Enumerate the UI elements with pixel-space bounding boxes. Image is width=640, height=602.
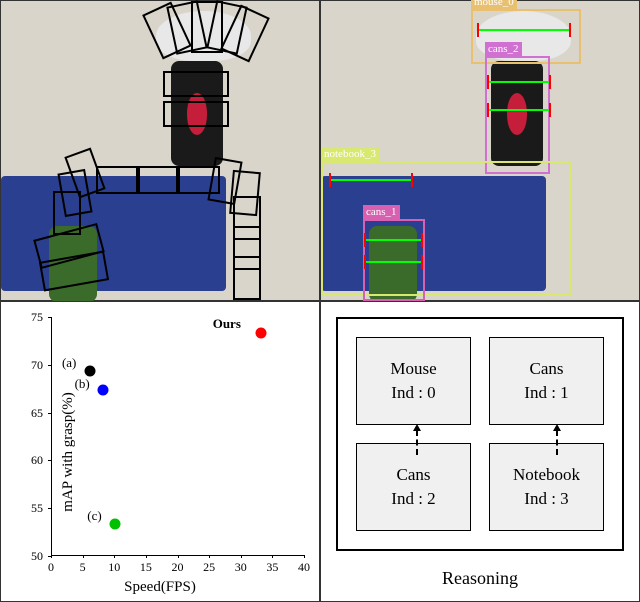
x-tick-mark [241, 555, 242, 558]
x-tick-mark [272, 555, 273, 558]
y-tick-mark [48, 413, 51, 414]
detection-box [363, 219, 425, 301]
figure-container: mouse_0cans_2notebook_3cans_1 mAP with g… [0, 0, 640, 602]
x-tick-mark [304, 555, 305, 558]
bottom-row: mAP with grasp(%) Speed(FPS) (a)(b)(c)Ou… [0, 301, 640, 602]
y-tick-label: 50 [31, 550, 43, 562]
node-name: Cans [530, 357, 564, 381]
node-index: Ind : 3 [524, 487, 568, 511]
chart-plot-area: (a) (b) (c) Ours [51, 317, 304, 556]
y-tick-label: 55 [31, 502, 43, 514]
y-tick-mark [48, 365, 51, 366]
detection-box [485, 56, 550, 174]
x-axis-label: Speed(FPS) [124, 579, 196, 596]
arrow-icon [416, 430, 420, 455]
reason-node: MouseInd : 0 [356, 337, 471, 425]
top-row: mouse_0 cans_2 notebook_3 cans_1 [0, 0, 640, 301]
y-tick-label: 65 [31, 407, 43, 419]
data-point [255, 327, 266, 338]
grasp-line [366, 261, 421, 263]
left-photo-panel [0, 0, 320, 301]
grasp-line [366, 239, 421, 241]
y-tick-mark [48, 460, 51, 461]
x-tick-label: 20 [172, 561, 184, 573]
point-label: (a) [62, 355, 76, 371]
x-tick-mark [146, 555, 147, 558]
grasp-end [364, 233, 366, 247]
x-tick-label: 0 [48, 561, 54, 573]
grasp-line [331, 179, 411, 181]
reasoning-panel: MouseInd : 0CansInd : 1CansInd : 2Notebo… [320, 301, 640, 602]
data-point [84, 366, 95, 377]
detection-label: cans_1 [363, 205, 400, 219]
grasp-end [329, 173, 331, 187]
detection-label: notebook_3 [321, 147, 379, 161]
grasp-rect [163, 101, 229, 127]
grasp-end [487, 103, 489, 117]
grasp-rect [163, 71, 229, 97]
grasp-rect [233, 256, 261, 300]
point-label: (c) [87, 508, 101, 524]
x-tick-label: 10 [108, 561, 120, 573]
grasp-end [477, 23, 479, 37]
node-name: Notebook [513, 463, 580, 487]
detection-label: cans_2 [485, 42, 522, 56]
x-tick-label: 30 [235, 561, 247, 573]
grasp-end [411, 173, 413, 187]
grasp-end [421, 255, 423, 269]
x-tick-label: 15 [140, 561, 152, 573]
reason-node: NotebookInd : 3 [489, 443, 604, 531]
x-tick-label: 40 [298, 561, 310, 573]
x-tick-label: 5 [80, 561, 86, 573]
node-name: Cans [397, 463, 431, 487]
x-tick-mark [114, 555, 115, 558]
node-index: Ind : 2 [391, 487, 435, 511]
y-tick-label: 70 [31, 359, 43, 371]
grasp-end [569, 23, 571, 37]
point-label: Ours [213, 316, 241, 332]
y-tick-mark [48, 508, 51, 509]
grasp-end [549, 75, 551, 89]
grasp-end [364, 255, 366, 269]
node-name: Mouse [390, 357, 436, 381]
grasp-line [489, 109, 549, 111]
y-tick-mark [48, 317, 51, 318]
detection-box [321, 161, 571, 296]
x-tick-mark [209, 555, 210, 558]
data-point [97, 385, 108, 396]
grasp-rect [136, 166, 180, 194]
x-tick-mark [83, 555, 84, 558]
detection-label: mouse_0 [471, 0, 517, 9]
grasp-line [479, 29, 569, 31]
reasoning-title: Reasoning [442, 568, 518, 589]
node-index: Ind : 1 [524, 381, 568, 405]
arrow-icon [556, 430, 560, 455]
grasp-end [549, 103, 551, 117]
grasp-end [421, 233, 423, 247]
grasp-line [489, 81, 549, 83]
grasp-rect [96, 166, 140, 194]
x-tick-label: 25 [203, 561, 215, 573]
reasoning-grid: MouseInd : 0CansInd : 1CansInd : 2Notebo… [336, 317, 624, 551]
y-tick-label: 60 [31, 454, 43, 466]
node-index: Ind : 0 [391, 381, 435, 405]
y-tick-label: 75 [31, 311, 43, 323]
reason-node: CansInd : 1 [489, 337, 604, 425]
scatter-chart-panel: mAP with grasp(%) Speed(FPS) (a)(b)(c)Ou… [0, 301, 320, 602]
point-label: (b) [75, 376, 90, 392]
x-tick-mark [51, 555, 52, 558]
right-photo-panel: mouse_0 cans_2 notebook_3 cans_1 [320, 0, 640, 301]
grasp-end [487, 75, 489, 89]
reason-node: CansInd : 2 [356, 443, 471, 531]
x-tick-mark [178, 555, 179, 558]
data-point [110, 518, 121, 529]
x-tick-label: 35 [266, 561, 278, 573]
